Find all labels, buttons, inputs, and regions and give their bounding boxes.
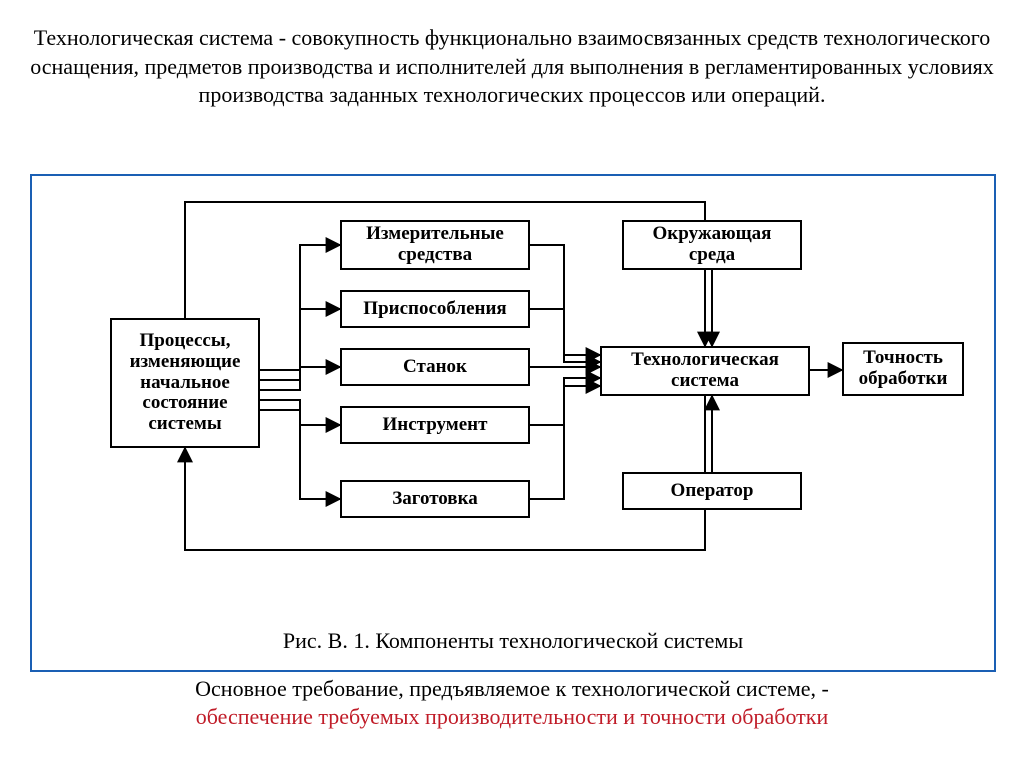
node-processes: Процессы, изменяющие начальное состояние… <box>110 318 260 448</box>
node-tool: Инструмент <box>340 406 530 444</box>
node-techsys: Технологическая система <box>600 346 810 396</box>
page: Технологическая система - совокупность ф… <box>0 0 1024 767</box>
node-env: Окружающая среда <box>622 220 802 270</box>
node-blank: Заготовка <box>340 480 530 518</box>
diagram-frame: Процессы, изменяющие начальное состояние… <box>30 174 996 672</box>
node-operator: Оператор <box>622 472 802 510</box>
intro-paragraph: Технологическая система - совокупность ф… <box>20 24 1004 110</box>
footer-line-1: Основное требование, предъявляемое к тех… <box>0 676 1024 702</box>
edge <box>530 386 600 499</box>
node-machine: Станок <box>340 348 530 386</box>
edge <box>260 245 340 370</box>
edge <box>260 367 340 390</box>
flowchart: Процессы, изменяющие начальное состояние… <box>52 190 976 626</box>
footer-line-2: обеспечение требуемых производительности… <box>0 704 1024 730</box>
edge <box>530 245 600 355</box>
edge <box>260 400 340 425</box>
edge <box>260 309 340 380</box>
node-measure: Измерительные средства <box>340 220 530 270</box>
node-fixtures: Приспособления <box>340 290 530 328</box>
node-accuracy: Точность обработки <box>842 342 964 396</box>
edge <box>260 410 340 499</box>
figure-caption: Рис. В. 1. Компоненты технологической си… <box>32 628 994 654</box>
edge <box>530 309 600 362</box>
edge <box>530 378 600 425</box>
